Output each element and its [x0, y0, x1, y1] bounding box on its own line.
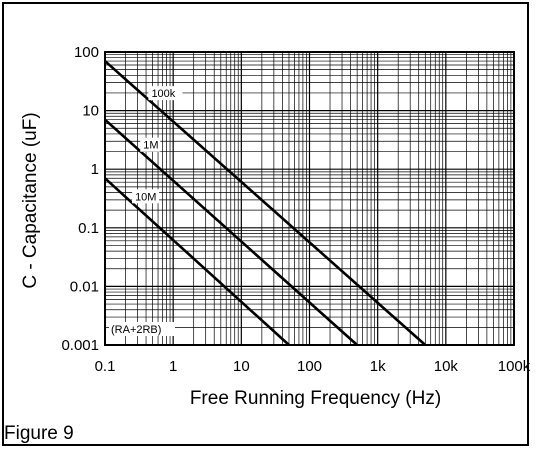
x-tick-label: 10 — [233, 358, 250, 375]
y-tick-label: 1 — [91, 161, 99, 178]
series-line-100k — [104, 60, 427, 346]
x-tick-label: 10k — [434, 358, 459, 375]
y-tick-label: 10 — [82, 103, 99, 120]
y-tick-labels: 0.001 0.01 0.1 1 10 100 — [61, 44, 99, 354]
plot-area — [104, 51, 515, 346]
y-tick-label: 0.001 — [61, 337, 99, 354]
figure-caption: Figure 9 — [4, 423, 74, 444]
x-tick-label: 100 — [297, 358, 322, 375]
x-tick-labels: 0.1 1 10 100 1k 10k 100k — [95, 358, 531, 375]
x-tick-label: 1k — [370, 358, 386, 375]
y-axis-title: C - Capacitance (uF) — [20, 112, 41, 288]
series-label-10m: 10M — [135, 191, 156, 203]
series-label-background — [132, 189, 160, 204]
y-tick-label: 0.01 — [70, 278, 99, 295]
x-tick-label: 0.1 — [95, 358, 116, 375]
formula-background — [109, 322, 175, 336]
y-tick-label: 0.1 — [78, 220, 99, 237]
x-tick-label: 1 — [169, 358, 177, 375]
x-tick-label: 100k — [498, 358, 531, 375]
series-label-background — [148, 86, 183, 101]
grid — [104, 52, 514, 346]
y-tick-label: 100 — [74, 44, 99, 61]
series-label-background — [140, 137, 161, 152]
series-line-10m — [104, 177, 290, 346]
resistance-formula-annotation: (RA+2RB) — [111, 324, 161, 336]
x-axis-title: Free Running Frequency (Hz) — [190, 388, 441, 409]
series-lines — [104, 60, 427, 346]
figure-frame: 100k 1M 10M 0.1 1 10 100 1k 10k 100k 0.001 0.01 0.… — [2, 2, 531, 446]
series-labels: 100k 1M 10M — [132, 86, 183, 204]
series-label-100k: 100k — [151, 88, 175, 100]
series-line-1m — [104, 118, 359, 346]
series-label-1m: 1M — [143, 140, 158, 152]
